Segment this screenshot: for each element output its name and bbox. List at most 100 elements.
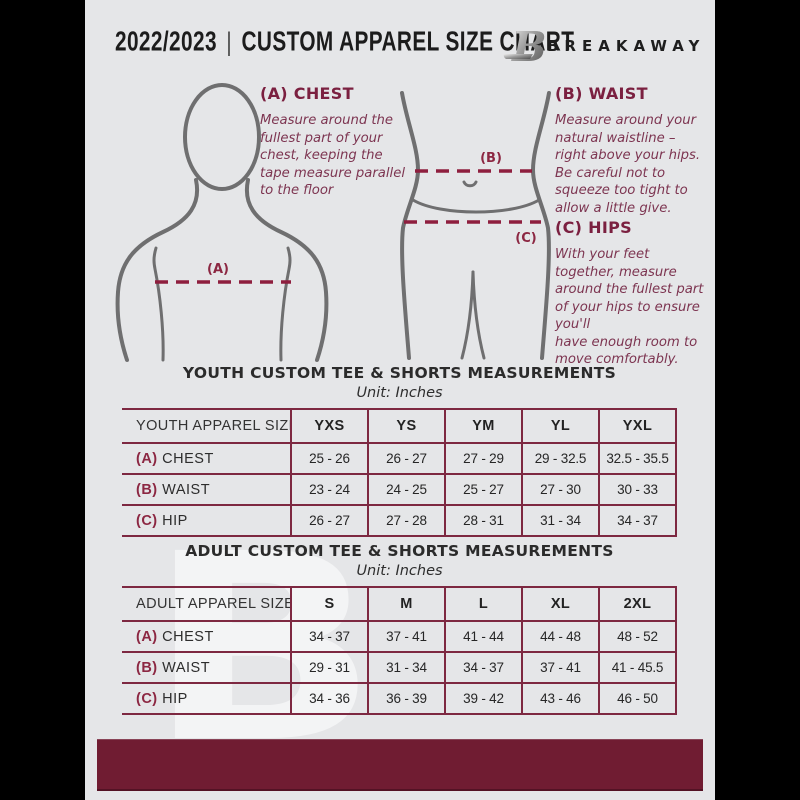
measurement-row: (B) WAIST 23 - 24 24 - 25 25 - 27 27 - 30 30 … <box>122 473 677 506</box>
chest-diagram: (A) <box>115 83 329 362</box>
page-margin-right <box>715 0 800 800</box>
measurement-value-cell: 48 - 52 <box>598 620 677 653</box>
measurement-letter: (B) <box>136 659 158 676</box>
measurement-row-label: (A) CHEST <box>122 620 292 653</box>
measurement-value-cell: 24 - 25 <box>367 473 446 506</box>
title-text: CUSTOM APPAREL SIZE CHART <box>241 24 575 58</box>
measurement-value-cell: 30 - 33 <box>598 473 677 506</box>
header: 2022/2023 | CUSTOM APPAREL SIZE CHART B BR… <box>85 23 715 71</box>
measurement-value-cell: 23 - 24 <box>290 473 369 506</box>
measurement-letter: (A) <box>136 450 158 467</box>
waist-heading: (B) WAIST <box>555 84 648 103</box>
measurement-value-cell: 37 - 41 <box>521 651 600 684</box>
chest-heading: (A) CHEST <box>260 84 354 103</box>
measurement-value-cell: 27 - 30 <box>521 473 600 506</box>
navel-mark <box>462 180 478 188</box>
title-separator: | <box>226 28 232 58</box>
measurement-row-label: (B) WAIST <box>122 473 292 506</box>
measurement-value-cell: 43 - 46 <box>521 682 600 715</box>
measurement-value-cell: 37 - 41 <box>367 620 446 653</box>
adult-header-row: ADULT APPAREL SIZE S M L XL 2XL <box>122 586 677 622</box>
left-shoulder-arm-outline <box>115 178 200 362</box>
size-column-header: L <box>444 586 523 622</box>
size-column-header: YXL <box>598 408 677 444</box>
youth-size-table: YOUTH APPAREL SIZE YXS YS YM YL YXL (A) CHEST… <box>122 408 677 537</box>
adult-size-table: ADULT APPAREL SIZE S M L XL 2XL (A) CHEST 34 -… <box>122 586 677 715</box>
measurement-letter: (A) <box>136 628 158 645</box>
hips-instructions: With your feet together, measure around … <box>555 247 704 367</box>
brand-lockup: B BREAKAWAY <box>503 23 699 71</box>
measurement-value-cell: 28 - 31 <box>444 504 523 537</box>
size-column-header: S <box>290 586 369 622</box>
page-margin-left <box>0 0 85 800</box>
waist-marker-label: (B) <box>480 151 502 166</box>
breakaway-logo-icon: B <box>503 23 547 71</box>
measurement-row: (B) WAIST 29 - 31 31 - 34 34 - 37 37 - 41 41 … <box>122 651 677 684</box>
measurement-letter: (B) <box>136 481 158 498</box>
measurement-row: (C) HIP 34 - 36 36 - 39 39 - 42 43 - 46 46 - … <box>122 682 677 715</box>
size-column-header: YXS <box>290 408 369 444</box>
measurement-letter: (C) <box>136 512 158 529</box>
measurement-value-cell: 36 - 39 <box>367 682 446 715</box>
size-column-header: YM <box>444 408 523 444</box>
size-column-header: YL <box>521 408 600 444</box>
right-inner-arm-outline <box>279 246 292 362</box>
measurement-row: (A) CHEST 34 - 37 37 - 41 41 - 44 44 - 48 48 … <box>122 620 677 653</box>
adult-table-title: ADULT CUSTOM TEE & SHORTS MEASUREMENTS <box>185 542 614 560</box>
measurement-value-cell: 29 - 32.5 <box>521 442 600 475</box>
measurement-value-cell: 27 - 28 <box>367 504 446 537</box>
brand-name: BREAKAWAY <box>547 37 706 55</box>
footer-bar <box>97 739 703 791</box>
hips-guide: (C) HIPS With your feet together, measur… <box>555 218 715 369</box>
measurement-value-cell: 34 - 37 <box>598 504 677 537</box>
hips-heading: (C) HIPS <box>555 218 632 237</box>
measurement-value-cell: 34 - 37 <box>290 620 369 653</box>
chest-instructions: Measure around the fullest part of your … <box>260 113 405 198</box>
measurement-value-cell: 44 - 48 <box>521 620 600 653</box>
size-column-header: YS <box>367 408 446 444</box>
size-label-header: ADULT APPAREL SIZE <box>122 586 292 622</box>
measurement-value-cell: 41 - 44 <box>444 620 523 653</box>
size-label-header: YOUTH APPAREL SIZE <box>122 408 292 444</box>
head-outline <box>183 83 261 191</box>
page-title: 2022/2023 | CUSTOM APPAREL SIZE CHART <box>115 25 574 58</box>
left-inner-arm-outline <box>152 246 165 362</box>
measurement-row-label: (C) HIP <box>122 682 292 715</box>
chest-guide: (A) CHEST Measure around the fullest par… <box>260 84 428 200</box>
measurement-row: (A) CHEST 25 - 26 26 - 27 27 - 29 29 - 32.5 3… <box>122 442 677 475</box>
size-column-header: 2XL <box>598 586 677 622</box>
measurement-value-cell: 46 - 50 <box>598 682 677 715</box>
chest-marker-label: (A) <box>207 262 229 277</box>
measurement-value-cell: 29 - 31 <box>290 651 369 684</box>
title-year: 2022/2023 <box>115 24 217 58</box>
measurement-value-cell: 39 - 42 <box>444 682 523 715</box>
measurement-value-cell: 26 - 27 <box>290 504 369 537</box>
measurement-row: (C) HIP 26 - 27 27 - 28 28 - 31 31 - 34 34 - … <box>122 504 677 537</box>
right-shoulder-arm-outline <box>244 178 329 362</box>
logo-letter: B <box>511 24 545 70</box>
measurement-value-cell: 27 - 29 <box>444 442 523 475</box>
measurement-value-cell: 25 - 26 <box>290 442 369 475</box>
measurement-value-cell: 31 - 34 <box>367 651 446 684</box>
logo-slash <box>503 54 533 59</box>
waist-guide: (B) WAIST Measure around your natural wa… <box>555 84 715 217</box>
measurement-value-cell: 41 - 45.5 <box>598 651 677 684</box>
size-chart-page: B 2022/2023 | CUSTOM APPAREL SIZE CHART B … <box>85 0 715 800</box>
waist-hips-diagram: (B) (C) <box>400 91 551 360</box>
youth-table-title: YOUTH CUSTOM TEE & SHORTS MEASUREMENTS <box>182 364 617 382</box>
hip-marker-label: (C) <box>515 231 536 246</box>
size-column-header: XL <box>521 586 600 622</box>
adult-table-unit: Unit: Inches <box>356 563 443 579</box>
youth-header-row: YOUTH APPAREL SIZE YXS YS YM YL YXL <box>122 408 677 444</box>
measurement-value-cell: 34 - 36 <box>290 682 369 715</box>
measurement-value-cell: 32.5 - 35.5 <box>598 442 677 475</box>
measurement-row-label: (A) CHEST <box>122 442 292 475</box>
measurement-letter: (C) <box>136 690 158 707</box>
measurement-value-cell: 34 - 37 <box>444 651 523 684</box>
measurement-value-cell: 26 - 27 <box>367 442 446 475</box>
left-side-outline <box>400 91 421 360</box>
measurement-value-cell: 25 - 27 <box>444 473 523 506</box>
youth-table-unit: Unit: Inches <box>356 385 443 401</box>
measurement-row-label: (C) HIP <box>122 504 292 537</box>
hip-curve-outline <box>411 198 541 214</box>
